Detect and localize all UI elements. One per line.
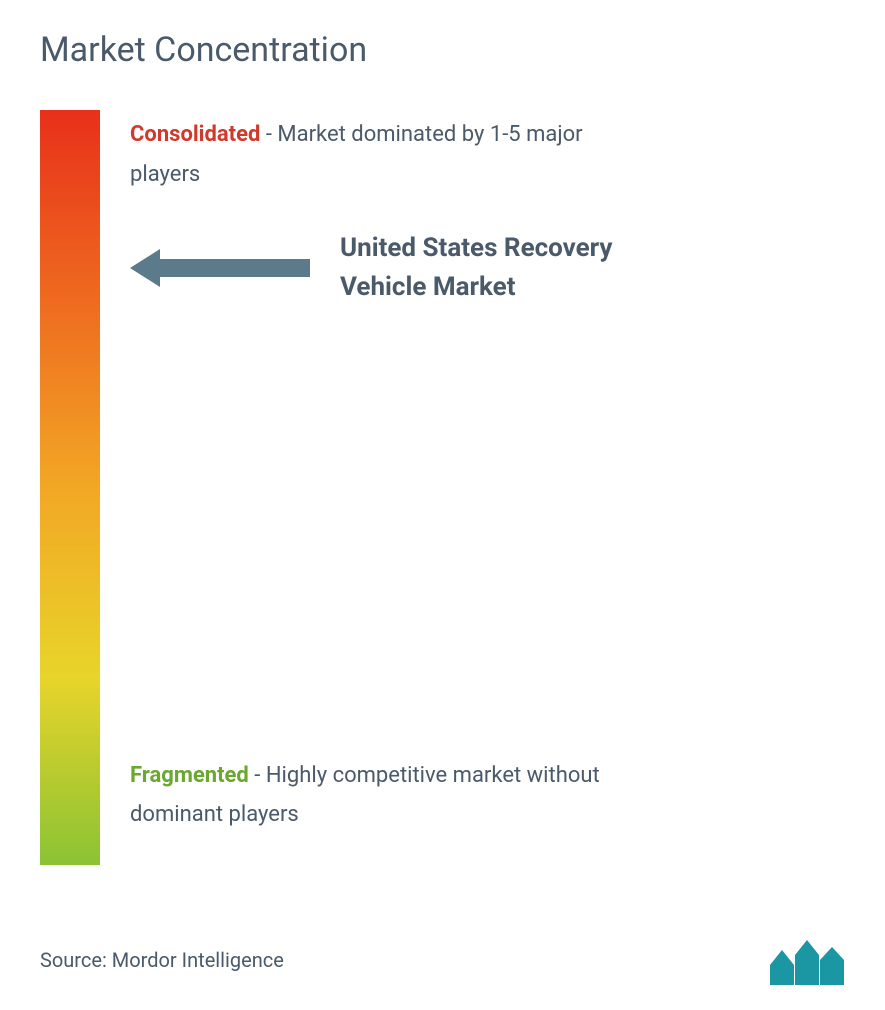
market-position-row: United States Recovery Vehicle Market	[130, 229, 845, 307]
concentration-gradient-bar	[40, 110, 100, 865]
mordor-logo-icon	[770, 935, 845, 985]
market-name-line1: United States Recovery	[340, 233, 613, 263]
page-title: Market Concentration	[40, 30, 845, 70]
consolidated-label: Consolidated	[130, 122, 260, 147]
consolidated-label-block: Consolidated - Market dominated by 1-5 m…	[130, 115, 845, 194]
fragmented-desc-1: - Highly competitive market without	[254, 763, 599, 788]
fragmented-label-block: Fragmented - Highly competitive market w…	[130, 756, 600, 835]
fragmented-desc-2: dominant players	[130, 802, 299, 827]
market-name-line2: Vehicle Market	[340, 272, 516, 302]
position-arrow-icon	[130, 247, 310, 289]
fragmented-label: Fragmented	[130, 763, 249, 788]
market-name: United States Recovery Vehicle Market	[340, 229, 613, 307]
right-content: Consolidated - Market dominated by 1-5 m…	[130, 110, 845, 870]
footer: Source: Mordor Intelligence	[40, 935, 845, 985]
content-area: Consolidated - Market dominated by 1-5 m…	[40, 110, 845, 870]
consolidated-desc-1: - Market dominated by 1-5 major	[266, 122, 583, 147]
source-text: Source: Mordor Intelligence	[40, 948, 284, 972]
consolidated-desc-2: players	[130, 162, 200, 187]
